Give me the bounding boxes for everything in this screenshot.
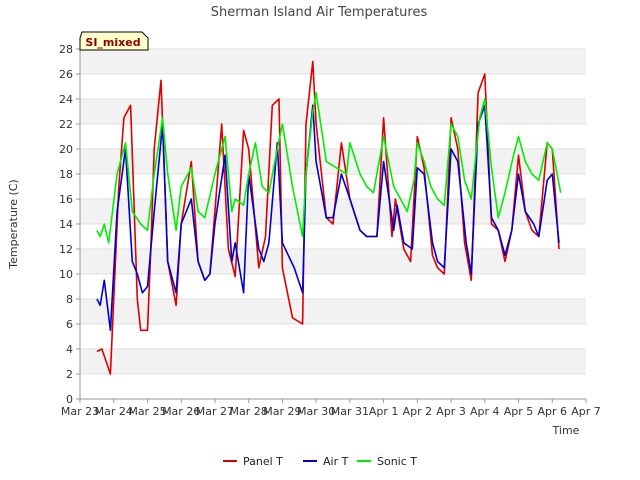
y-tick-label: 22 bbox=[59, 118, 73, 131]
x-tick-label: Mar 31 bbox=[331, 405, 369, 418]
chart-title: Sherman Island Air Temperatures bbox=[211, 5, 428, 20]
series-line-sonic-t bbox=[96, 92, 562, 244]
x-tick-label: Apr 3 bbox=[436, 405, 466, 418]
y-tick-label: 0 bbox=[66, 393, 73, 406]
y-axis-label: Temperature (C) bbox=[7, 179, 20, 269]
y-tick-label: 26 bbox=[59, 68, 73, 81]
x-tick-label: Mar 23 bbox=[61, 405, 99, 418]
x-tick-label: Mar 24 bbox=[95, 405, 133, 418]
x-tick-label: Apr 5 bbox=[504, 405, 534, 418]
grid-band bbox=[80, 49, 586, 74]
legend-item: Air T bbox=[303, 455, 349, 468]
y-tick-label: 28 bbox=[59, 43, 73, 56]
y-tick-label: 10 bbox=[59, 268, 73, 281]
y-tick-label: 2 bbox=[66, 368, 73, 381]
x-tick-label: Mar 26 bbox=[162, 405, 200, 418]
y-tick-label: 24 bbox=[59, 93, 73, 106]
x-tick-label: Mar 29 bbox=[263, 405, 301, 418]
grid-band bbox=[80, 324, 586, 349]
grid-band bbox=[80, 299, 586, 324]
y-tick-label: 8 bbox=[66, 293, 73, 306]
y-tick-label: 4 bbox=[66, 343, 73, 356]
grid-band bbox=[80, 274, 586, 299]
grid-band bbox=[80, 374, 586, 399]
y-tick-label: 6 bbox=[66, 318, 73, 331]
legend-item: Sonic T bbox=[357, 455, 417, 468]
x-tick-label: Mar 30 bbox=[297, 405, 335, 418]
y-tick-label: 14 bbox=[59, 218, 73, 231]
legend: Panel T Air T Sonic T bbox=[223, 455, 417, 468]
x-tick-label: Apr 1 bbox=[369, 405, 399, 418]
x-tick-label: Mar 25 bbox=[128, 405, 166, 418]
x-tick-label: Apr 4 bbox=[470, 405, 500, 418]
grid-band bbox=[80, 74, 586, 99]
x-tick-label: Mar 28 bbox=[230, 405, 268, 418]
grid-bands bbox=[80, 48, 586, 400]
y-tick-label: 18 bbox=[59, 168, 73, 181]
x-tick-label: Mar 27 bbox=[196, 405, 234, 418]
legend-label: Sonic T bbox=[377, 455, 417, 468]
grid-band bbox=[80, 349, 586, 374]
series-line-air-t bbox=[96, 104, 560, 332]
legend-label: Panel T bbox=[243, 455, 283, 468]
x-tick-label: Apr 7 bbox=[571, 405, 601, 418]
plot-area bbox=[96, 60, 562, 375]
y-tick-label: 20 bbox=[59, 143, 73, 156]
legend-label: Air T bbox=[323, 455, 349, 468]
y-tick-label: 16 bbox=[59, 193, 73, 206]
site-badge: SI_mixed bbox=[79, 31, 149, 51]
legend-item: Panel T bbox=[223, 455, 283, 468]
y-tick-label: 12 bbox=[59, 243, 73, 256]
x-tick-label: Apr 2 bbox=[403, 405, 433, 418]
x-axis-label: Time bbox=[552, 424, 580, 437]
grid-band bbox=[80, 249, 586, 274]
x-tick-label: Apr 6 bbox=[538, 405, 568, 418]
grid-band bbox=[80, 99, 586, 124]
site-badge-label: SI_mixed bbox=[85, 36, 140, 49]
